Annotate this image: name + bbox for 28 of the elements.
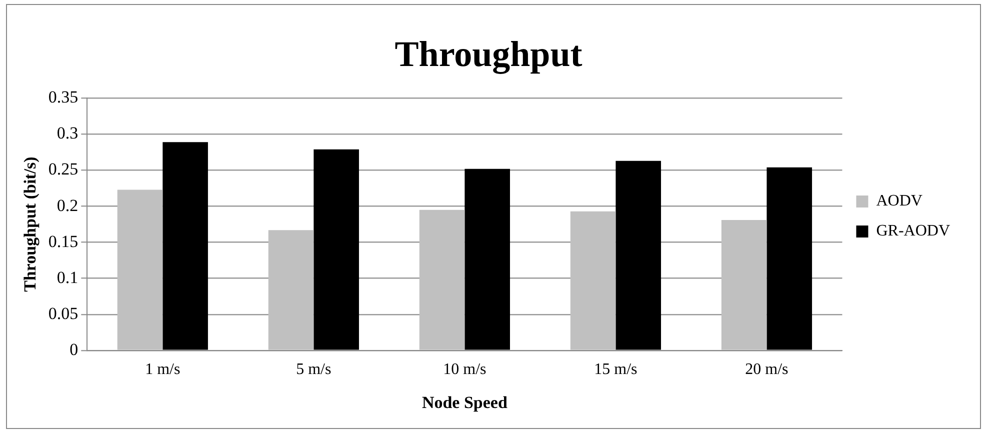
bar <box>721 220 767 350</box>
y-tick-label: 0.1 <box>56 268 78 287</box>
x-tick-label: 5 m/s <box>296 361 332 378</box>
y-tick-label: 0.25 <box>48 160 78 179</box>
bar <box>162 142 208 350</box>
y-tick-label: 0.3 <box>56 124 78 143</box>
x-tick-label: 1 m/s <box>145 361 180 378</box>
bar <box>268 230 314 350</box>
y-tick-label: 0.35 <box>48 88 78 107</box>
bar <box>616 160 662 350</box>
y-tick-label: 0.2 <box>56 196 78 215</box>
bar <box>419 210 465 350</box>
bar <box>314 149 359 350</box>
legend-label: GR-AODV <box>876 222 950 240</box>
x-tick-label: 15 m/s <box>594 361 638 378</box>
legend-label: AODV <box>876 192 923 210</box>
x-tick-label: 20 m/s <box>745 361 788 378</box>
bar <box>766 167 812 350</box>
bar <box>570 211 616 350</box>
bar <box>464 168 510 350</box>
y-axis-title: Throughput (bit/s) <box>20 156 40 292</box>
y-tick-label: 0.05 <box>48 304 78 323</box>
x-axis-title: Node Speed <box>422 393 508 412</box>
y-tick-label: 0 <box>70 340 78 359</box>
y-tick-label: 0.15 <box>48 232 78 251</box>
x-tick-label: 10 m/s <box>443 361 486 378</box>
bar <box>117 190 163 350</box>
chart-title: Throughput <box>394 34 582 74</box>
